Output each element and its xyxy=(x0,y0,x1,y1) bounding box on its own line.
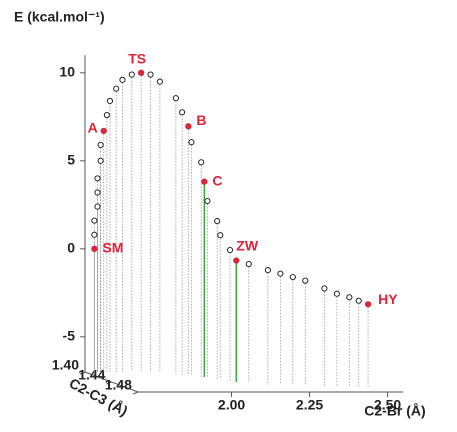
path-point xyxy=(103,111,110,119)
path-point xyxy=(214,218,221,225)
point-label: ZW xyxy=(236,237,259,253)
path-point xyxy=(346,294,353,301)
path-point xyxy=(106,97,114,105)
path-point xyxy=(302,277,309,284)
path-point xyxy=(245,261,252,268)
z-tick xyxy=(106,381,112,385)
key-point xyxy=(91,245,98,252)
path-point xyxy=(204,197,211,205)
y-tick-label: 5 xyxy=(67,152,75,168)
x-tick-label: 2.00 xyxy=(218,397,245,413)
key-point xyxy=(138,69,145,76)
x-tick-label: 2.50 xyxy=(374,397,401,413)
y-axis-label: E (kcal.mol⁻¹) xyxy=(14,9,105,25)
point-label: HY xyxy=(378,291,398,307)
path-point xyxy=(91,231,98,238)
key-point xyxy=(100,127,107,134)
z-tick-label: 1.40 xyxy=(52,357,79,373)
point-label: C xyxy=(212,172,222,188)
path-point xyxy=(147,71,154,78)
path-point xyxy=(226,246,234,254)
path-point xyxy=(179,109,186,116)
path-point xyxy=(91,217,98,224)
key-point xyxy=(201,178,208,185)
key-point xyxy=(365,301,372,308)
z-tick-label: 1.44 xyxy=(78,367,105,383)
point-label: TS xyxy=(128,51,146,67)
path-point xyxy=(119,76,126,83)
x-tick-label: 2.25 xyxy=(296,397,323,413)
path-point xyxy=(289,274,296,281)
path-point xyxy=(94,189,101,196)
path-point xyxy=(188,139,195,146)
path-point xyxy=(333,290,340,297)
path-point xyxy=(321,285,328,292)
path-point xyxy=(277,270,284,277)
key-point xyxy=(233,257,240,264)
path-point xyxy=(355,297,362,304)
path-point xyxy=(94,175,101,182)
path-point xyxy=(172,95,179,102)
point-label: A xyxy=(88,120,98,136)
key-point xyxy=(185,123,192,130)
y-tick-label: -5 xyxy=(63,328,76,344)
path-point xyxy=(217,232,224,239)
z-tick xyxy=(79,371,86,375)
y-tick-label: 10 xyxy=(59,64,75,80)
path-point xyxy=(113,85,120,92)
y-tick-label: 0 xyxy=(67,240,75,256)
path-point xyxy=(264,267,271,274)
path-point xyxy=(198,159,205,166)
path-point xyxy=(94,203,101,210)
path-point xyxy=(97,141,104,149)
x-axis-label: C2-Br (Å) xyxy=(364,403,425,419)
point-label: B xyxy=(196,112,206,128)
path-point xyxy=(128,71,135,78)
path-point xyxy=(156,78,163,85)
z-tick xyxy=(132,391,139,395)
path-point xyxy=(97,157,104,164)
point-label: SM xyxy=(102,240,123,256)
z-tick-label: 1.48 xyxy=(105,377,132,393)
